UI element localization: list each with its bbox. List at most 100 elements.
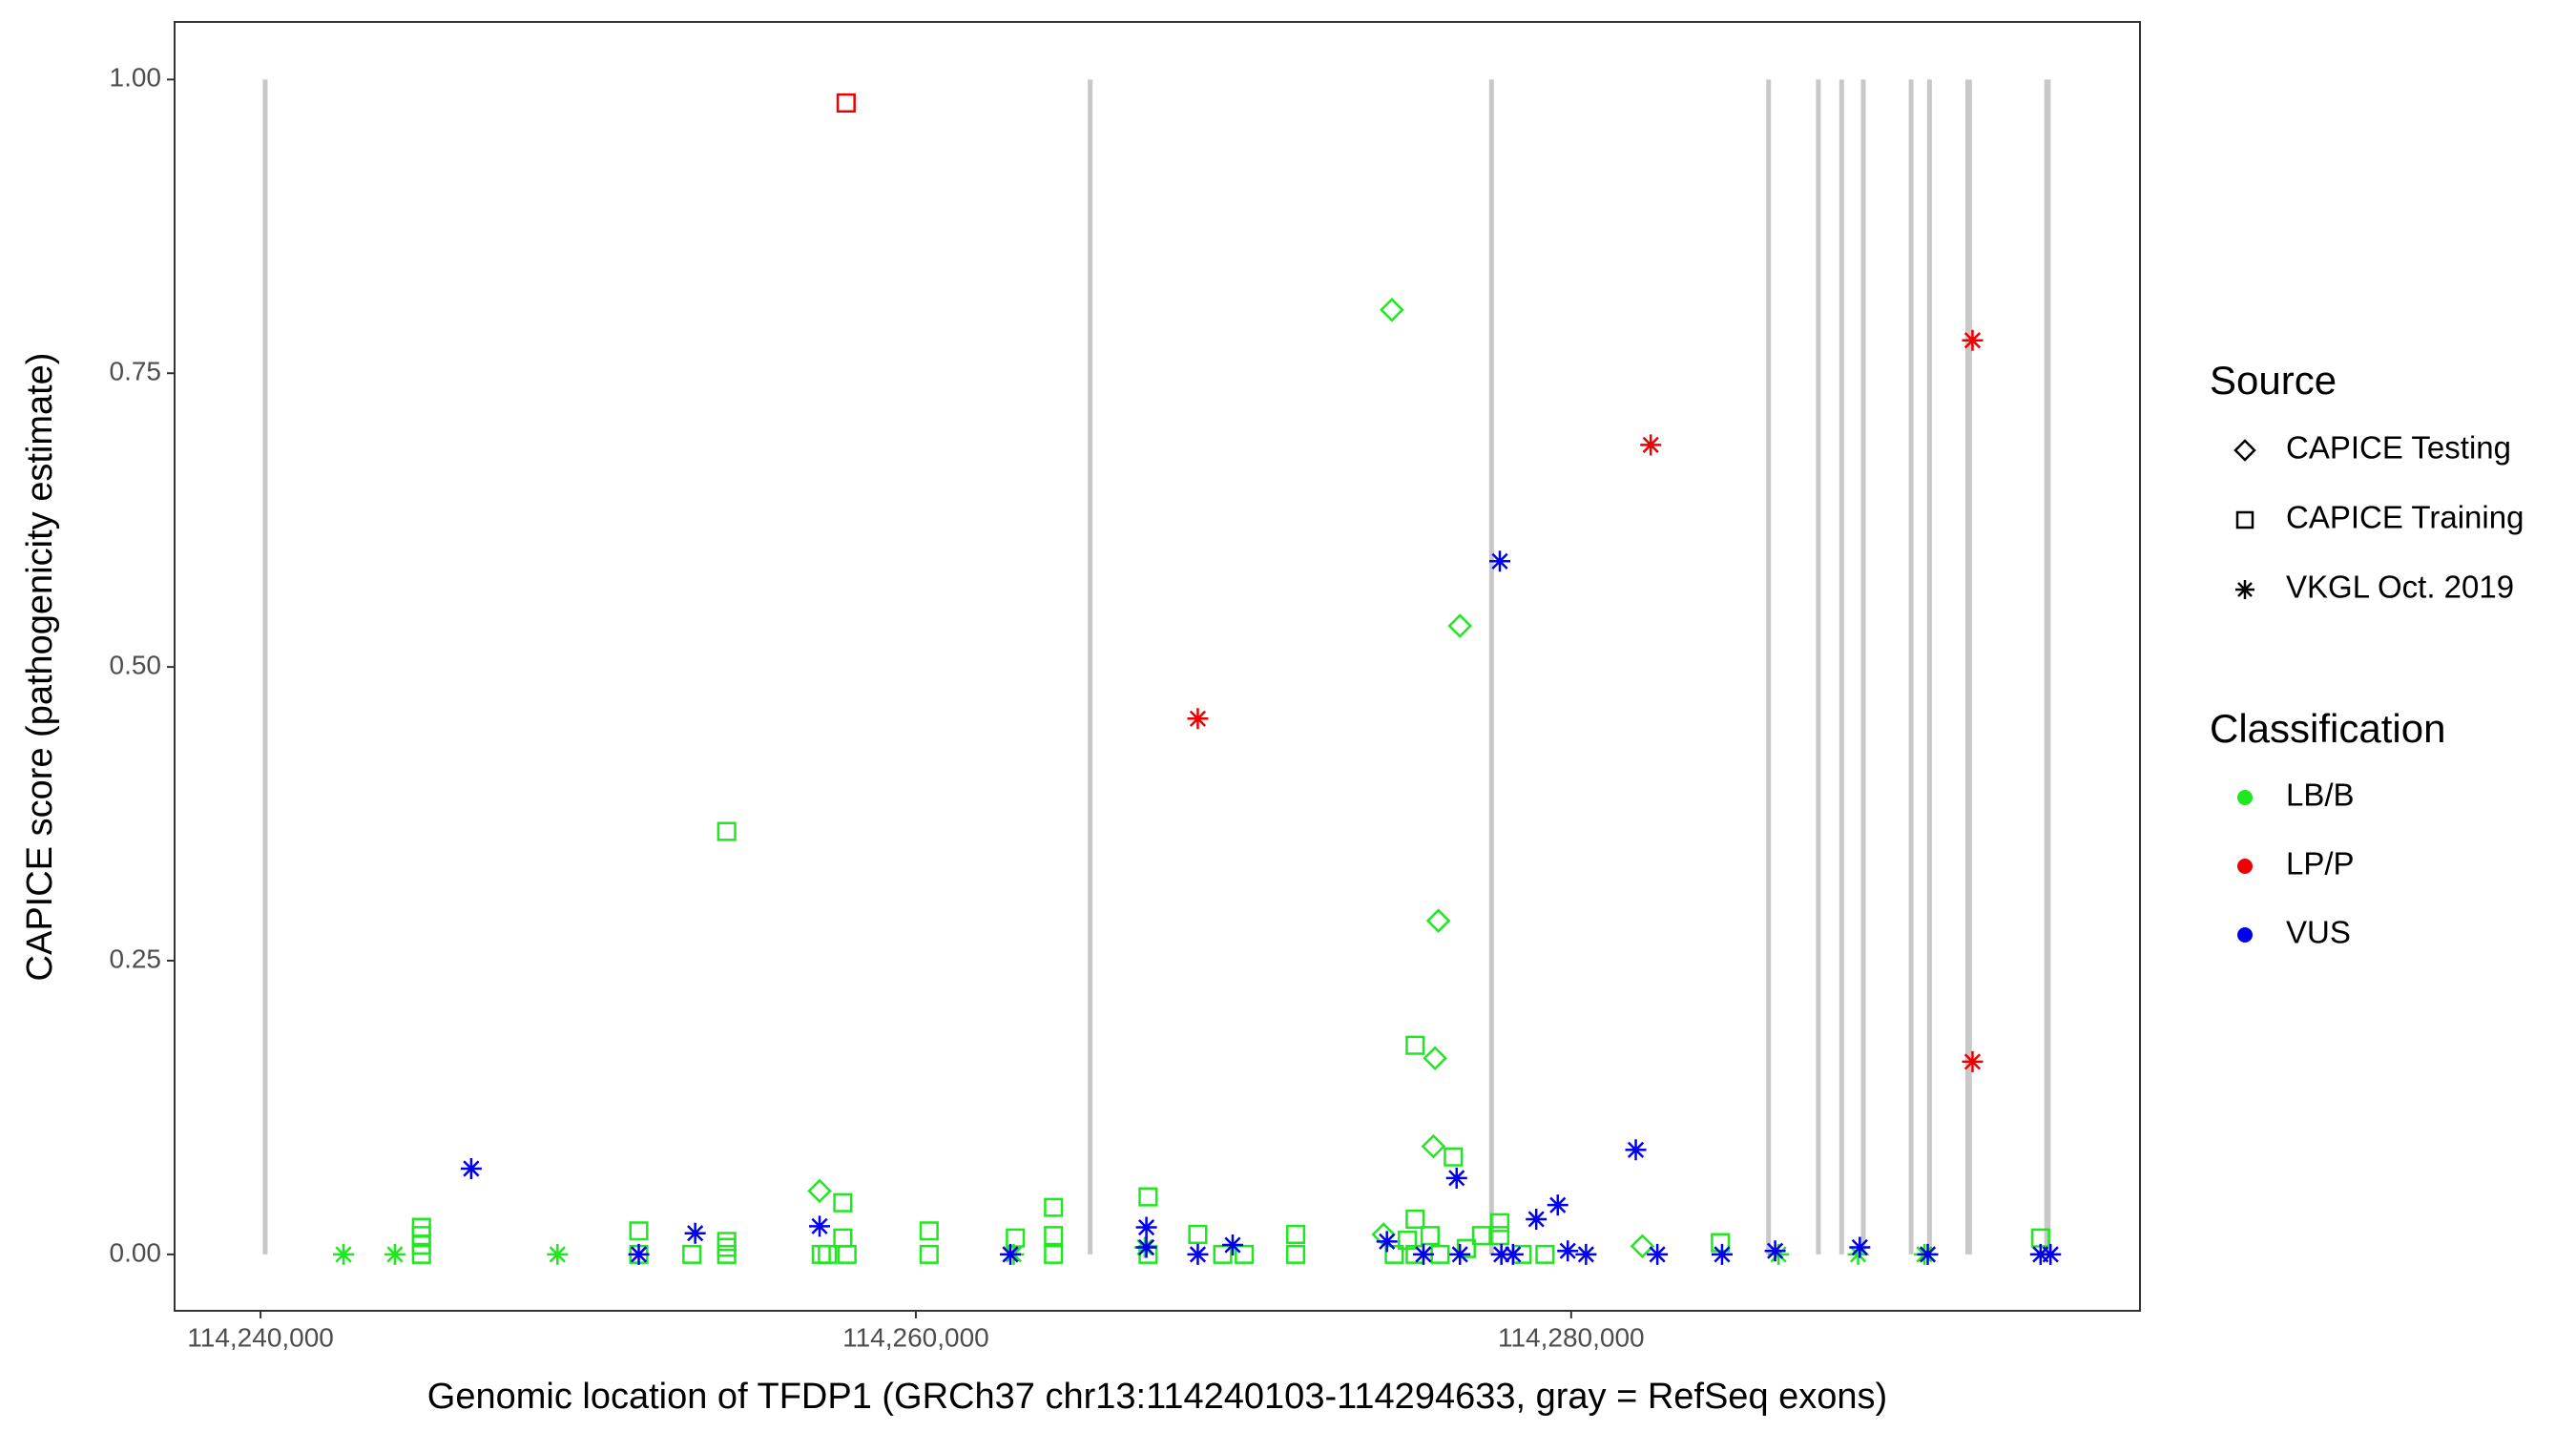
point (333, 1243, 355, 1265)
point (1490, 1243, 1512, 1265)
point (1380, 297, 1404, 322)
exon (1926, 79, 1932, 1255)
exon (1488, 79, 1494, 1255)
point (1526, 1208, 1548, 1230)
point (460, 1157, 482, 1179)
point (1962, 1050, 1984, 1072)
point (1384, 1244, 1404, 1264)
exon (1088, 79, 1093, 1255)
legend-symbol (2237, 859, 2253, 874)
point (629, 1221, 649, 1241)
point (1000, 1243, 1022, 1265)
point (1286, 1224, 1306, 1244)
point (1557, 1240, 1579, 1262)
legend-symbol (2237, 790, 2253, 805)
point (1640, 434, 1662, 456)
point (1398, 1231, 1418, 1251)
point (1547, 1194, 1568, 1216)
exon (2044, 79, 2051, 1255)
legend-label: VKGL Oct. 2019 (2286, 570, 2514, 605)
point (919, 1244, 939, 1264)
point (1489, 1226, 1510, 1246)
point (384, 1243, 405, 1265)
point (1711, 1243, 1733, 1265)
legend-label: LP/P (2286, 846, 2355, 881)
point (1420, 1226, 1440, 1246)
point (684, 1222, 706, 1244)
point (837, 1244, 857, 1264)
exon (1766, 79, 1772, 1255)
exon (1908, 79, 1914, 1255)
point (1449, 1243, 1471, 1265)
legend-symbol (2235, 510, 2254, 529)
point (1917, 1243, 1939, 1265)
y-tick-label: 0.50 (110, 651, 162, 680)
point (1006, 1228, 1026, 1248)
point (1711, 1233, 1731, 1253)
x-axis-title: Genomic location of TFDP1 (GRCh37 chr13:… (427, 1377, 1887, 1417)
point (1286, 1244, 1306, 1264)
legend-symbol (2237, 927, 2253, 943)
legend-label: LB/B (2286, 778, 2355, 813)
point (1138, 1244, 1158, 1264)
point (1187, 1243, 1209, 1265)
point (1630, 1234, 1655, 1259)
point (1376, 1231, 1398, 1253)
point (1044, 1197, 1064, 1217)
point (833, 1192, 853, 1213)
point (1423, 1046, 1447, 1070)
point (1502, 1243, 1524, 1265)
y-tick-label: 0.00 (110, 1237, 162, 1267)
exon (1816, 79, 1821, 1255)
point (717, 1244, 737, 1264)
point (1647, 1243, 1669, 1265)
point (1044, 1244, 1064, 1264)
point (1575, 1243, 1597, 1265)
point (919, 1221, 939, 1241)
exon (262, 79, 268, 1255)
legend-title: Source (2210, 358, 2337, 403)
legend-label: CAPICE Training (2286, 500, 2524, 535)
point (1221, 1234, 1243, 1256)
y-tick-label: 1.00 (110, 63, 162, 93)
point (1421, 1133, 1446, 1159)
point (1445, 1167, 1467, 1189)
y-tick-label: 0.25 (110, 944, 162, 973)
exon (1839, 79, 1844, 1255)
panel (174, 21, 2141, 1312)
point (547, 1243, 569, 1265)
legend-label: VUS (2286, 915, 2351, 950)
point (809, 1215, 831, 1237)
point (1187, 708, 1209, 730)
point (1447, 613, 1472, 638)
y-axis-title: CAPICE score (pathogenicity estimate) (20, 353, 60, 982)
point (1962, 329, 1984, 351)
point (1235, 1244, 1255, 1264)
point (1847, 1243, 1869, 1265)
point (2030, 1228, 2050, 1248)
point (629, 1244, 649, 1264)
point (1764, 1240, 1786, 1262)
point (1135, 1236, 1157, 1258)
point (1471, 1226, 1491, 1246)
y-tick-label: 0.75 (110, 357, 162, 386)
point (628, 1243, 650, 1265)
point (807, 1178, 832, 1204)
point (1625, 1139, 1647, 1161)
point (1425, 908, 1451, 933)
legend-label: CAPICE Testing (2286, 430, 2511, 466)
point (2040, 1243, 2062, 1265)
exon (1964, 79, 1972, 1255)
point (1412, 1243, 1434, 1265)
point (1044, 1226, 1064, 1246)
point (1444, 1147, 1464, 1167)
point (411, 1244, 431, 1264)
point (818, 1244, 838, 1264)
point (836, 93, 856, 114)
point (1849, 1236, 1871, 1258)
point (1188, 1224, 1208, 1244)
point (682, 1244, 702, 1264)
point (1535, 1244, 1555, 1264)
legend-symbol (2233, 439, 2256, 462)
